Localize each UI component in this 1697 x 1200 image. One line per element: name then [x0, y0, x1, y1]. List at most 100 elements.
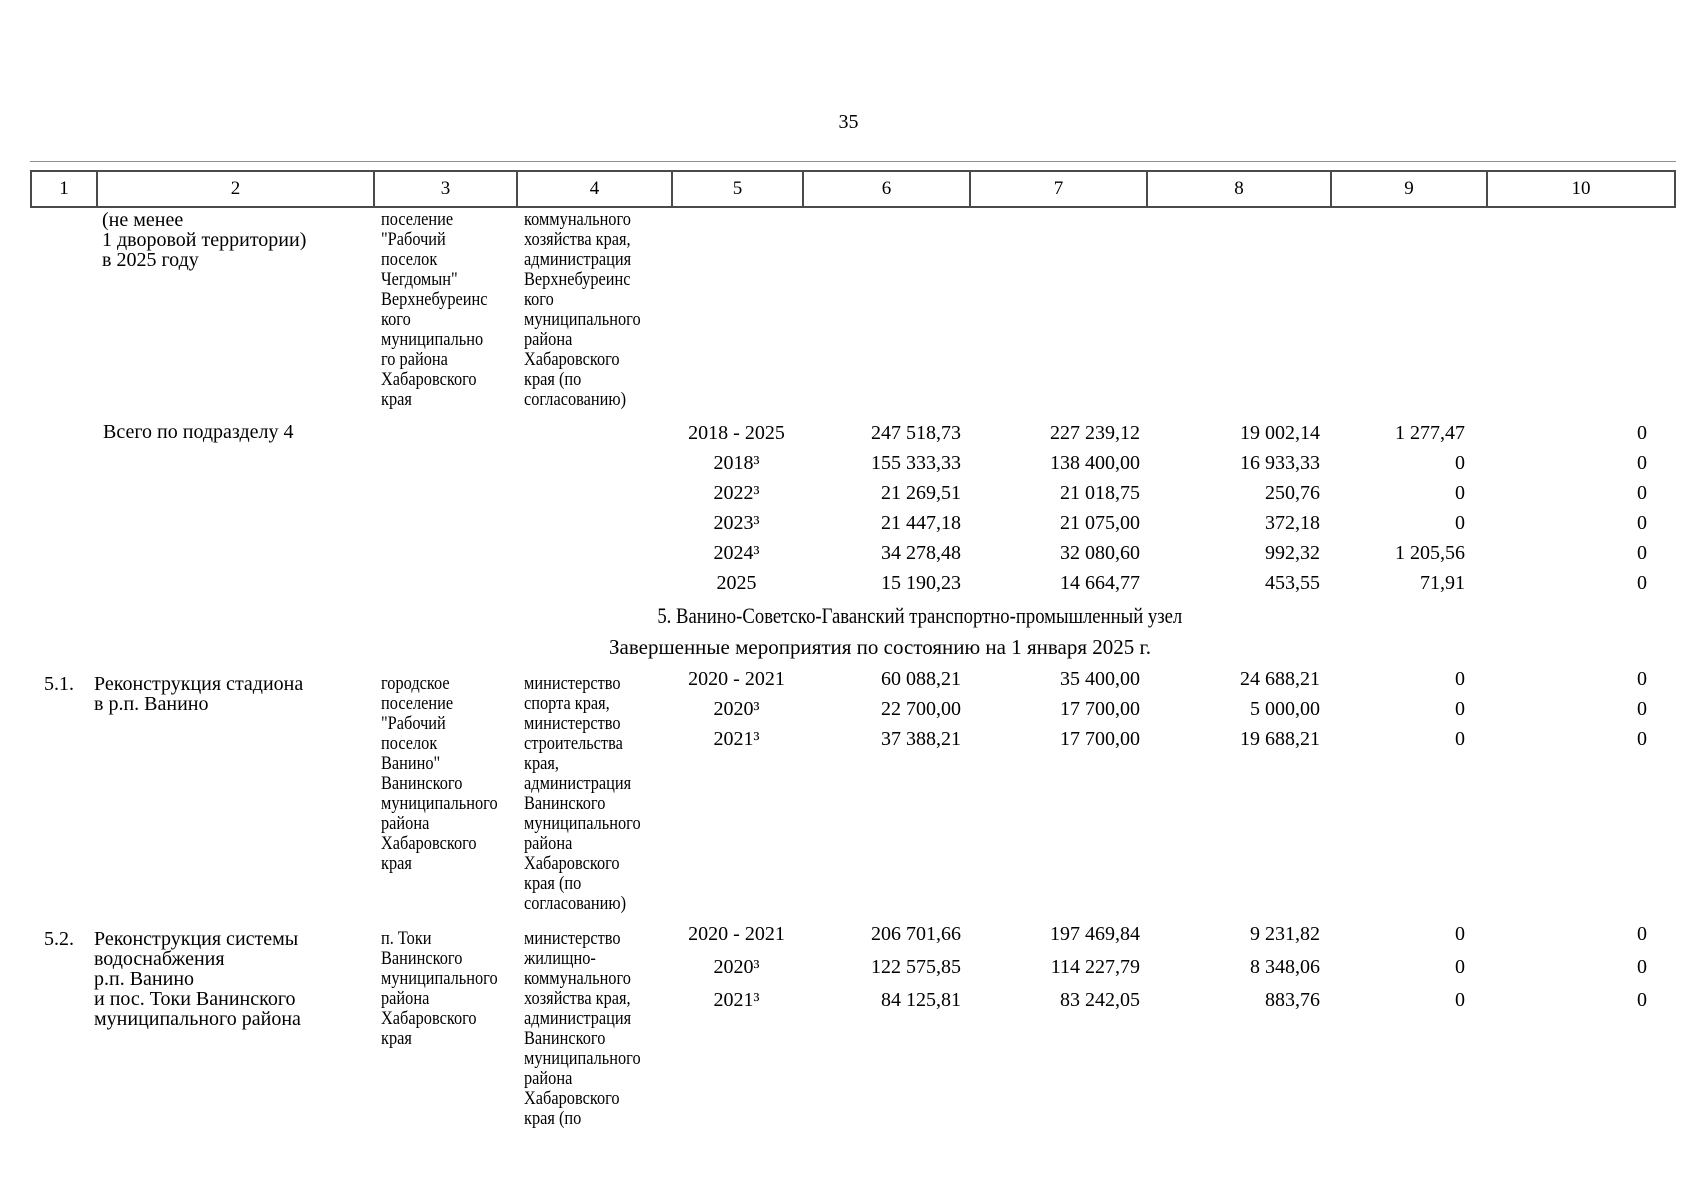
value-cell-6: 60 088,21: [881, 668, 961, 690]
period-cell: 2022³: [713, 482, 760, 504]
item-5-2-location-cell: п. Токи Ванинского муниципального района…: [381, 928, 498, 1049]
value-cell-6: 122 575,85: [871, 956, 961, 978]
financial-row: 2023³ 21 447,18 21 075,00 372,18 0 0: [671, 508, 1676, 538]
value-cell-6: 84 125,81: [881, 989, 961, 1011]
value-cell-9: 0: [1455, 668, 1465, 690]
financial-row: 2025 15 190,23 14 664,77 453,55 71,91 0: [671, 568, 1676, 598]
column-header-2: 2: [98, 172, 375, 206]
value-cell-8: 453,55: [1265, 572, 1320, 594]
column-header-3: 3: [375, 172, 518, 206]
value-cell-8: 372,18: [1265, 512, 1320, 534]
financial-row: 2020 - 2021 60 088,21 35 400,00 24 688,2…: [671, 664, 1676, 694]
value-cell-7: 21 018,75: [1060, 482, 1140, 504]
value-cell-7: 17 700,00: [1060, 728, 1140, 750]
value-cell-7: 21 075,00: [1060, 512, 1140, 534]
period-cell: 2021³: [713, 989, 760, 1011]
period-cell: 2020 - 2021: [688, 923, 785, 945]
financial-row: 2020³ 122 575,85 114 227,79 8 348,06 0 0: [671, 951, 1676, 984]
item-5-2-number: 5.2.: [44, 928, 74, 950]
financial-row: 2018³ 155 333,33 138 400,00 16 933,33 0 …: [671, 448, 1676, 478]
item-5-1-executor-cell: министерство спорта края, министерство с…: [524, 673, 641, 914]
value-cell-10: 0: [1637, 512, 1647, 534]
period-cell: 2020 - 2021: [688, 668, 785, 690]
value-cell-7: 197 469,84: [1050, 923, 1140, 945]
carryover-name-cell: (не менее 1 дворовой территории) в 2025 …: [102, 209, 307, 271]
value-cell-9: 0: [1455, 452, 1465, 474]
period-cell: 2023³: [713, 512, 760, 534]
value-cell-8: 5 000,00: [1250, 698, 1320, 720]
value-cell-8: 24 688,21: [1240, 668, 1320, 690]
financial-row: 2021³ 37 388,21 17 700,00 19 688,21 0 0: [671, 724, 1676, 754]
value-cell-7: 114 227,79: [1050, 956, 1140, 978]
value-cell-6: 155 333,33: [871, 452, 961, 474]
item-5-1-rows: 2020 - 2021 60 088,21 35 400,00 24 688,2…: [671, 664, 1676, 754]
item-5-1-name-cell: Реконструкция стадиона в р.п. Ванино: [94, 673, 304, 715]
value-cell-9: 0: [1455, 923, 1465, 945]
value-cell-6: 15 190,23: [881, 572, 961, 594]
value-cell-8: 883,76: [1265, 989, 1320, 1011]
period-cell: 2018 - 2025: [688, 422, 785, 444]
value-cell-9: 0: [1455, 989, 1465, 1011]
period-cell: 2021³: [713, 728, 760, 750]
value-cell-10: 0: [1637, 728, 1647, 750]
item-5-1-number: 5.1.: [44, 673, 74, 695]
value-cell-9: 0: [1455, 512, 1465, 534]
financial-row: 2020³ 22 700,00 17 700,00 5 000,00 0 0: [671, 694, 1676, 724]
value-cell-8: 8 348,06: [1250, 956, 1320, 978]
column-header-9: 9: [1332, 172, 1488, 206]
value-cell-8: 19 688,21: [1240, 728, 1320, 750]
value-cell-6: 21 269,51: [881, 482, 961, 504]
financial-row: 2024³ 34 278,48 32 080,60 992,32 1 205,5…: [671, 538, 1676, 568]
value-cell-6: 22 700,00: [881, 698, 961, 720]
financial-row: 2022³ 21 269,51 21 018,75 250,76 0 0: [671, 478, 1676, 508]
table-header-row: 1 2 3 4 5 6 7 8 9 10: [30, 170, 1676, 208]
value-cell-7: 83 242,05: [1060, 989, 1140, 1011]
value-cell-8: 19 002,14: [1240, 422, 1320, 444]
column-header-1: 1: [32, 172, 98, 206]
value-cell-10: 0: [1637, 452, 1647, 474]
section-5-subtitle: Завершенные мероприятия по состоянию на …: [609, 635, 1151, 659]
period-cell: 2025: [716, 572, 757, 594]
value-cell-9: 0: [1455, 956, 1465, 978]
column-header-5: 5: [673, 172, 804, 206]
column-header-10: 10: [1571, 178, 1591, 199]
column-header-7: 7: [971, 172, 1148, 206]
value-cell-10: 0: [1637, 482, 1647, 504]
financial-row: 2020 - 2021 206 701,66 197 469,84 9 231,…: [671, 918, 1676, 951]
value-cell-7: 138 400,00: [1050, 452, 1140, 474]
value-cell-8: 9 231,82: [1250, 923, 1320, 945]
value-cell-8: 992,32: [1265, 542, 1320, 564]
section-5-title: 5. Ванино-Советско-Гаванский транспортно…: [97, 604, 1697, 627]
value-cell-6: 247 518,73: [871, 422, 961, 444]
value-cell-7: 35 400,00: [1060, 668, 1140, 690]
column-header-8: 8: [1148, 172, 1332, 206]
value-cell-10: 0: [1637, 542, 1647, 564]
subtotal-label: Всего по подразделу 4: [103, 421, 294, 443]
column-header-6: 6: [804, 172, 971, 206]
page-number: 35: [838, 111, 859, 133]
financial-row: 2018 - 2025 247 518,73 227 239,12 19 002…: [671, 418, 1676, 448]
value-cell-7: 227 239,12: [1050, 422, 1140, 444]
value-cell-6: 206 701,66: [871, 923, 961, 945]
carryover-location-cell: поселение "Рабочий поселок Чегдомын" Вер…: [381, 209, 488, 410]
item-5-2-rows: 2020 - 2021 206 701,66 197 469,84 9 231,…: [671, 918, 1676, 1017]
value-cell-10: 0: [1637, 989, 1647, 1011]
value-cell-9: 0: [1455, 482, 1465, 504]
value-cell-6: 34 278,48: [881, 542, 961, 564]
value-cell-6: 37 388,21: [881, 728, 961, 750]
item-5-1-location-cell: городское поселение "Рабочий поселок Ван…: [381, 673, 498, 874]
value-cell-7: 14 664,77: [1060, 572, 1140, 594]
column-header-4: 4: [518, 172, 673, 206]
period-cell: 2018³: [713, 452, 760, 474]
value-cell-9: 1 205,56: [1395, 542, 1465, 564]
value-cell-8: 16 933,33: [1240, 452, 1320, 474]
period-cell: 2020³: [713, 956, 760, 978]
item-5-2-executor-cell: министерство жилищно- коммунального хозя…: [524, 928, 641, 1129]
period-cell: 2020³: [713, 698, 760, 720]
carryover-executor-cell: коммунального хозяйства края, администра…: [524, 209, 641, 410]
item-5-2-name-cell: Реконструкция системы водоснабжения р.п.…: [94, 928, 301, 1030]
value-cell-10: 0: [1637, 956, 1647, 978]
table-top-rule: [30, 161, 1676, 162]
value-cell-10: 0: [1637, 698, 1647, 720]
